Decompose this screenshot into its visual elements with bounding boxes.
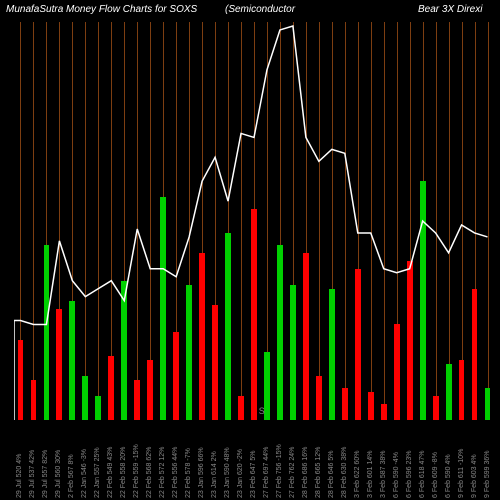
x-tick-label: 22 Feb 578 -7% [185,448,192,498]
x-axis-labels: 29 Jul 520 4% 29 Jul 537 42% 29 Jul 557 82… [14,422,494,500]
x-tick-label: 3 Feb 622 60% [354,451,361,498]
x-tick-label: 23 Jan 620 -2% [237,449,244,498]
x-tick-label: 22 Jan 546 -3% [81,449,88,498]
chart-area [14,22,494,420]
volume-bar [381,404,387,420]
volume-bar [394,324,400,420]
volume-bar [121,281,127,420]
x-tick-label: 22 Feb 568 62% [146,447,153,498]
x-tick-label: 29 Jul 520 4% [16,454,23,498]
x-tick-label: 23 Feb 647 5% [250,451,257,498]
x-tick-label: 29 Jul 557 82% [42,450,49,498]
grid-line [33,22,34,420]
grid-line [449,22,450,420]
x-tick-label: 22 Feb 572 12% [159,447,166,498]
x-tick-label: 2 Feb 567 8% [68,454,75,498]
grid-line [384,22,385,420]
grid-line [319,22,320,420]
x-tick-label: 22 Jan 557 25% [94,447,101,498]
volume-bar [368,392,374,420]
x-tick-label: 28 Feb 630 38% [341,447,348,498]
grid-line [98,22,99,420]
x-tick-label: 6 Feb 618 47% [419,451,426,498]
grid-line [241,22,242,420]
x-tick-label: 3 Feb 587 38% [380,451,387,498]
grid-line [488,22,489,420]
volume-bar [134,380,140,420]
volume-bar [31,380,37,420]
chart-container: MunafaSutra Money Flow Charts for SOXS (… [0,0,500,500]
volume-bar [238,396,244,420]
x-tick-label: 29 Jul 560 30% [55,450,62,498]
volume-bar [303,253,309,420]
x-tick-label: 22 Feb 556 44% [172,447,179,498]
volume-bar [433,396,439,420]
x-tick-label: 22 Feb 559 -15% [133,444,140,498]
volume-bar [264,352,270,420]
x-tick-label: 28 Feb 686 16% [302,447,309,498]
volume-bar [329,289,335,420]
volume-bar [108,356,114,420]
volume-bar [485,388,491,420]
volume-bar [173,332,179,420]
x-tick-label: 9 Feb 603 4% [471,454,478,498]
volume-bar [251,209,257,420]
x-tick-label: 28 Feb 646 5% [328,451,335,498]
volume-bar [95,396,101,420]
x-tick-label: 6 Feb 596 23% [406,451,413,498]
volume-bar [199,253,205,420]
volume-bar [18,340,24,420]
center-axis-label: S [259,406,265,416]
header-right: Bear 3X Direxi [418,4,482,15]
grid-line [436,22,437,420]
x-tick-label: 28 Feb 665 12% [315,447,322,498]
x-tick-label: 23 Jan 614 2% [211,451,218,498]
volume-bar [160,197,166,420]
grid-line [85,22,86,420]
volume-bar [420,181,426,420]
x-tick-label: 9 Feb 611 -10% [458,449,465,498]
x-tick-label: 23 Jan 596 66% [198,447,205,498]
volume-bar [316,376,322,420]
volume-bar [277,245,283,420]
x-tick-label: 27 Feb 762 24% [289,447,296,498]
grid-line [345,22,346,420]
volume-bar [186,285,192,420]
volume-bar [290,285,296,420]
volume-bar [446,364,452,420]
x-tick-label: 3 Feb 601 14% [367,451,374,498]
volume-bar [212,305,218,420]
x-tick-label: 22 Feb 558 20% [120,447,127,498]
grid-line [371,22,372,420]
volume-bar [147,360,153,420]
x-tick-label: 23 Jan 590 48% [224,447,231,498]
volume-bar [225,233,231,420]
volume-bar [472,289,478,420]
x-tick-label: 22 Feb 549 43% [107,447,114,498]
x-tick-label: 29 Jul 537 42% [29,450,36,498]
volume-bar [44,245,50,420]
volume-bar [407,261,413,420]
x-tick-label: 6 Feb 609 -8% [432,452,439,498]
header-mid: (Semiconductor [225,4,295,15]
volume-bar [82,376,88,420]
volume-bar [459,360,465,420]
x-tick-label: 27 Feb 756 -15% [276,444,283,498]
x-tick-label: 27 Feb 697 44% [263,447,270,498]
volume-bar [342,388,348,420]
volume-bar [56,309,62,420]
header-left: MunafaSutra Money Flow Charts for SOXS [6,4,197,15]
volume-bar [355,269,361,420]
x-tick-label: 6 Feb 590 4% [445,454,452,498]
grid-line [137,22,138,420]
volume-bar [69,301,75,420]
x-tick-label: 6 Feb 590 -4% [393,452,400,498]
x-tick-label: 9 Feb 599 36% [484,451,491,498]
